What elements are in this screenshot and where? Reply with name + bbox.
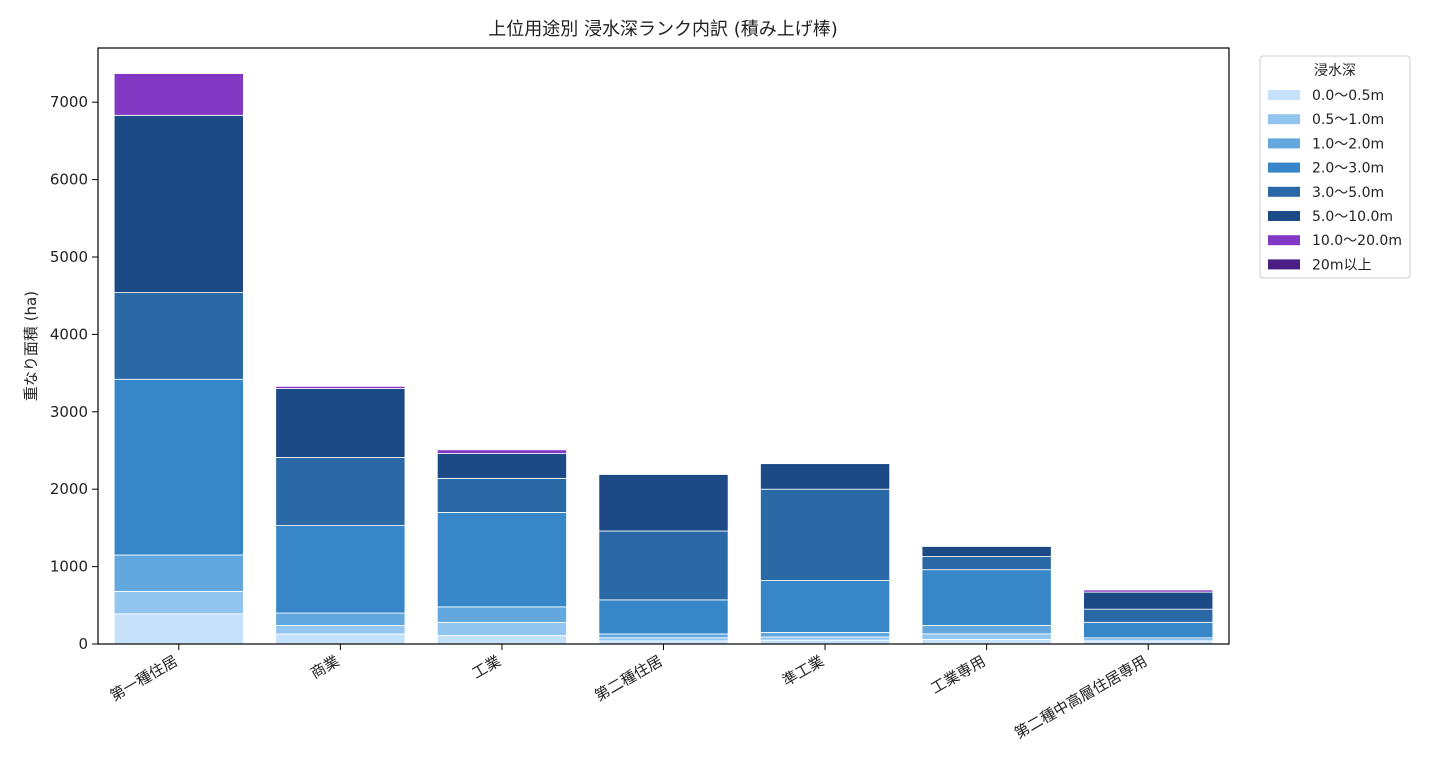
- bar-segment: [113, 554, 244, 592]
- bar-segment: [113, 378, 244, 556]
- bar-segment: [598, 474, 729, 532]
- legend-label: 1.0〜2.0m: [1312, 136, 1384, 152]
- y-tick-label: 6000: [50, 171, 88, 189]
- legend-swatch: [1268, 235, 1300, 246]
- bar-segment: [921, 569, 1052, 626]
- bar-segment: [113, 613, 244, 645]
- legend-label: 3.0〜5.0m: [1312, 185, 1384, 201]
- bar-segment: [275, 388, 406, 458]
- bar-segment: [275, 525, 406, 614]
- legend-label: 10.0〜20.0m: [1312, 233, 1402, 249]
- legend-swatch: [1268, 186, 1300, 197]
- y-tick-label: 3000: [50, 403, 88, 421]
- y-axis-ticks: 0 1000 2000 3000 4000 5000 6000 7000: [50, 93, 98, 653]
- bar-segment: [436, 453, 567, 479]
- legend-box: [1259, 55, 1411, 279]
- legend-swatch: [1268, 90, 1300, 100]
- bar-segment: [436, 477, 567, 513]
- bar-segment: [598, 637, 729, 642]
- y-tick-label: 7000: [50, 93, 88, 111]
- y-tick-label: 4000: [50, 325, 88, 343]
- legend-label: 5.0〜10.0m: [1312, 209, 1393, 225]
- bar-segment: [760, 580, 891, 633]
- x-tick-label: 第二種住居: [592, 652, 666, 705]
- legend-label: 0.5〜1.0m: [1312, 112, 1384, 128]
- bar-segment: [113, 292, 244, 380]
- y-axis-label: 重なり面積 (ha): [22, 291, 40, 401]
- bar-segment: [275, 612, 406, 626]
- y-tick-label: 1000: [50, 558, 88, 576]
- x-tick-label: 準工業: [779, 652, 827, 690]
- bar-segment: [436, 606, 567, 623]
- legend-label: 20m以上: [1312, 257, 1371, 273]
- x-tick-label: 工業: [469, 652, 504, 683]
- bar-segment: [113, 590, 244, 615]
- legend-swatch: [1268, 259, 1300, 270]
- bar-segment: [598, 530, 729, 601]
- bar-segment: [921, 546, 1052, 557]
- legend-swatch: [1268, 211, 1300, 221]
- bar-segment: [921, 556, 1052, 571]
- bar-segment: [760, 631, 891, 638]
- x-tick-label: 第二種中高層住居専用: [1011, 652, 1150, 743]
- bar-segment: [275, 457, 406, 526]
- y-tick-label: 0: [78, 635, 88, 653]
- x-tick-label: 工業専用: [928, 652, 989, 698]
- bar-segment: [275, 633, 406, 645]
- legend-swatch: [1268, 162, 1300, 173]
- legend-label: 0.0〜0.5m: [1312, 88, 1384, 104]
- bar-segment: [436, 635, 567, 645]
- bar-segment: [760, 463, 891, 490]
- legend-swatch: [1268, 138, 1300, 149]
- bar-segment: [1083, 591, 1214, 610]
- bar-segment: [1083, 608, 1214, 623]
- bar-segment: [1083, 621, 1214, 639]
- chart-title: 上位用途別 浸水深ランク内訳 (積み上げ棒): [488, 19, 838, 40]
- bar-segment: [436, 512, 567, 608]
- y-tick-label: 2000: [50, 480, 88, 498]
- bar-segment: [436, 621, 567, 636]
- bar-segment: [921, 633, 1052, 640]
- bar-segment: [113, 73, 244, 116]
- bars-group: [113, 73, 1214, 645]
- bar-segment: [113, 114, 244, 293]
- x-axis-ticks: 第一種住居 商業 工業 第二種住居 準工業 工業専用 第二種中高層住居専用: [107, 644, 1150, 742]
- legend-title: 浸水深: [1314, 63, 1356, 79]
- legend: 浸水深 0.0〜0.5m 0.5〜1.0m 1.0〜2.0m 2.0〜3.0m 3.0〜…: [1259, 55, 1411, 279]
- bar-segment: [275, 625, 406, 635]
- bar-segment: [760, 488, 891, 581]
- x-tick-label: 第一種住居: [107, 652, 181, 705]
- bar-segment: [921, 638, 1052, 645]
- bar-segment: [598, 633, 729, 639]
- bar-segment: [436, 449, 567, 454]
- legend-label: 2.0〜3.0m: [1312, 161, 1384, 177]
- plot-frame: [97, 47, 1230, 645]
- bar-segment: [760, 636, 891, 641]
- bar-segment: [598, 599, 729, 635]
- x-tick-label: 商業: [307, 652, 342, 683]
- bar-segment: [921, 625, 1052, 635]
- legend-swatch: [1268, 114, 1300, 125]
- y-tick-label: 5000: [50, 248, 88, 266]
